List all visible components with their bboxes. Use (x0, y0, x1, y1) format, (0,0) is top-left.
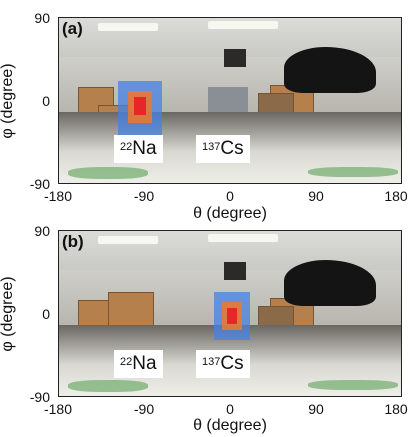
source-label-na22: 22Na (114, 135, 163, 163)
x-tick: -90 (133, 401, 155, 417)
x-tick: 0 (226, 401, 234, 417)
y-tick: 90 (34, 10, 50, 26)
black-tarp (284, 47, 376, 93)
x-axis-label: θ (degree) (193, 205, 267, 222)
x-tick: 90 (308, 401, 324, 417)
green-floor-mat (68, 380, 148, 392)
green-floor-mat (68, 167, 148, 179)
green-floor-mat (308, 380, 398, 390)
source-label-cs137: 137Cs (196, 135, 250, 163)
x-tick: -180 (43, 401, 73, 417)
x-tick: 90 (308, 188, 324, 204)
wall-monitor (224, 49, 246, 67)
hotspot-na22 (118, 81, 162, 135)
wall-monitor (224, 262, 246, 280)
y-tick: -90 (29, 389, 50, 405)
y-tick: 90 (34, 223, 50, 239)
y-tick: 0 (42, 306, 50, 322)
y-tick: 0 (42, 93, 50, 109)
y-axis-label: φ (degree) (0, 63, 16, 139)
x-tick: 180 (384, 188, 408, 204)
ceiling-light (98, 23, 158, 31)
ceiling-light (98, 236, 158, 244)
ceiling-light (208, 234, 278, 242)
source-label-cs137: 137Cs (196, 350, 250, 378)
x-tick: -90 (133, 188, 155, 204)
hotspot-cs137 (214, 292, 250, 340)
ceiling-light (208, 21, 278, 29)
x-axis-label: θ (degree) (193, 417, 267, 434)
panel-label: (a) (62, 19, 83, 38)
cardboard-box (108, 292, 154, 330)
x-tick: 180 (384, 401, 408, 417)
panorama-image-b: 22Na 137Cs (b) (58, 230, 402, 397)
y-tick: -90 (29, 176, 50, 192)
x-tick: -180 (43, 188, 73, 204)
source-label-na22: 22Na (114, 350, 163, 378)
panel-label: (b) (62, 232, 84, 251)
x-tick: 0 (226, 188, 234, 204)
black-tarp (284, 260, 376, 306)
panorama-image-a: 22Na 137Cs (a) (58, 17, 402, 184)
green-floor-mat (308, 167, 398, 177)
y-axis-label: φ (degree) (0, 276, 16, 352)
